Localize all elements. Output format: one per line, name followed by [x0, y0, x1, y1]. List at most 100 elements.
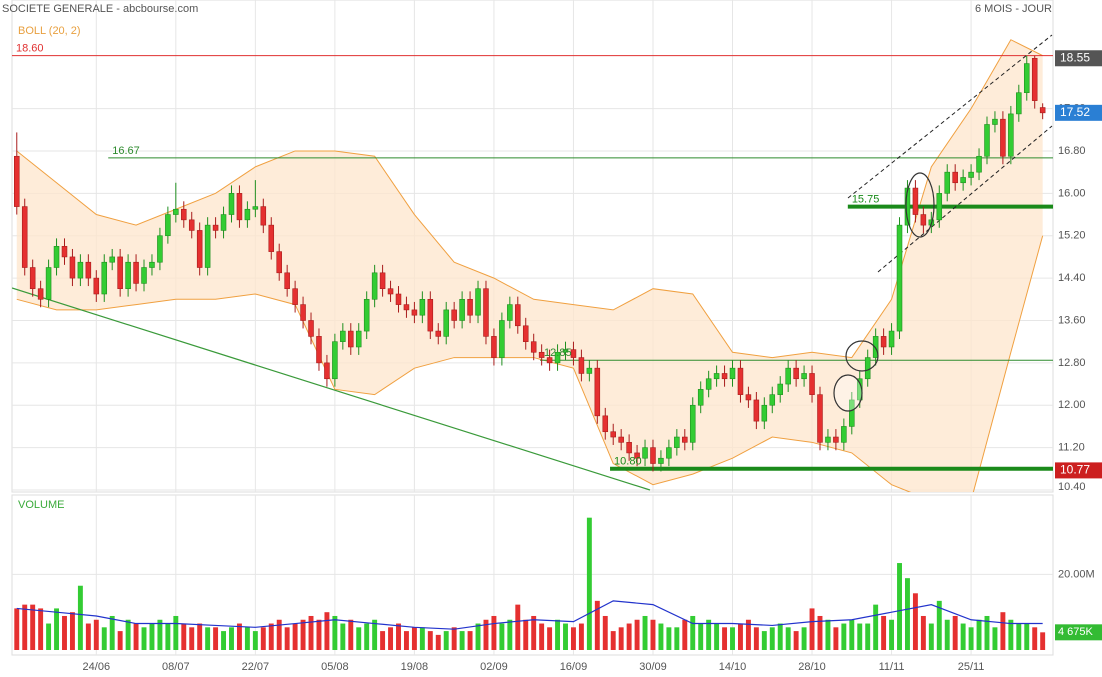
candle-body	[181, 208, 187, 221]
volume-bar	[213, 627, 219, 650]
candle-body	[236, 193, 243, 221]
volume-bar	[62, 615, 67, 650]
volume-bar	[674, 627, 680, 650]
y-tick-label: 12.80	[1058, 357, 1086, 369]
candle-body	[371, 272, 378, 300]
candle-body	[117, 256, 123, 290]
volume-bar	[809, 608, 815, 650]
volume-bar	[737, 623, 743, 650]
candle-body	[483, 288, 489, 337]
x-tick-label: 24/06	[83, 661, 111, 673]
candle-body	[45, 267, 52, 300]
candle-body	[324, 362, 330, 380]
candle-body	[682, 436, 688, 443]
candle-body	[737, 367, 744, 395]
candle-body	[729, 367, 736, 380]
volume-bar	[149, 623, 155, 650]
volume-bar	[889, 619, 895, 650]
candle-body	[316, 336, 322, 364]
candle-body	[260, 206, 267, 226]
candle-body	[912, 187, 919, 215]
volume-bar	[316, 619, 322, 650]
price-marker	[1055, 50, 1102, 67]
price-marker-label: 18.55	[1060, 50, 1090, 64]
volume-bar	[69, 612, 75, 650]
candle-body	[467, 298, 473, 316]
volume-marker-label: 4 675K	[1058, 626, 1094, 638]
volume-bar	[85, 623, 91, 650]
volume-bar	[189, 627, 195, 650]
candle-body	[276, 251, 282, 274]
volume-bar	[801, 627, 807, 650]
candle-body	[419, 298, 426, 316]
volume-bar	[1008, 619, 1014, 650]
candle-body	[204, 224, 211, 268]
channel-line	[847, 34, 1053, 199]
price-marker-label: 10.77	[1060, 463, 1090, 477]
volume-bar	[1032, 627, 1038, 650]
candle-body	[61, 246, 68, 258]
candle-body	[85, 261, 92, 279]
volume-bar	[897, 563, 902, 650]
volume-bar	[46, 623, 52, 650]
volume-bar	[54, 608, 60, 650]
volume-bar	[793, 631, 799, 650]
candle-body	[411, 309, 418, 316]
volume-bar	[93, 619, 99, 650]
x-tick-label: 22/07	[242, 661, 270, 673]
candle-body	[920, 214, 927, 226]
volume-bar	[77, 585, 83, 650]
candle-body	[586, 367, 593, 374]
volume-bar	[531, 615, 537, 650]
candle-body	[968, 171, 974, 178]
x-tick-label: 19/08	[401, 661, 429, 673]
candle-body	[53, 246, 60, 268]
volume-bar	[658, 623, 664, 650]
volume-bar	[634, 619, 640, 650]
volume-bar	[706, 619, 712, 650]
candle-body	[133, 261, 139, 284]
volume-bar	[292, 623, 298, 650]
volume-bar	[610, 631, 616, 650]
volume-bar	[841, 623, 847, 650]
x-tick-label: 16/09	[560, 661, 588, 673]
candle-body	[666, 447, 672, 459]
candle-body	[284, 272, 290, 290]
volume-bar	[960, 623, 966, 650]
candle-body	[141, 267, 147, 284]
candle-body	[14, 155, 20, 207]
candle-body	[252, 206, 259, 210]
volume-bar	[785, 627, 791, 650]
volume-bar	[260, 627, 266, 650]
candle-body	[29, 267, 36, 290]
volume-bar	[523, 619, 529, 650]
candle-body	[674, 436, 680, 448]
volume-bar	[881, 615, 887, 650]
x-tick-label: 08/07	[162, 661, 190, 673]
candle-body	[1031, 57, 1038, 101]
candle-body	[165, 214, 171, 237]
volume-bar	[475, 623, 481, 650]
candle-body	[427, 298, 434, 332]
y-tick-label: 15.20	[1058, 230, 1086, 242]
volume-bar	[244, 627, 250, 650]
candle-body	[459, 298, 465, 321]
volume-bar	[769, 627, 775, 650]
candle-body	[93, 277, 100, 295]
volume-bar	[22, 604, 28, 650]
volume-bar	[491, 615, 497, 650]
candle-body	[507, 304, 513, 321]
candle-body	[578, 357, 585, 374]
level-label: 10.80	[614, 456, 642, 468]
volume-bar	[221, 631, 227, 650]
y-tick-label: 12.00	[1058, 399, 1086, 411]
volume-bar	[578, 623, 584, 650]
candle-body	[960, 177, 966, 184]
y-tick-label: 10.40	[1058, 481, 1086, 493]
candle-body	[348, 330, 354, 348]
candle-body	[570, 349, 577, 358]
x-tick-label: 30/09	[639, 661, 667, 673]
price-marker	[1055, 104, 1102, 121]
candle-body	[713, 373, 720, 380]
